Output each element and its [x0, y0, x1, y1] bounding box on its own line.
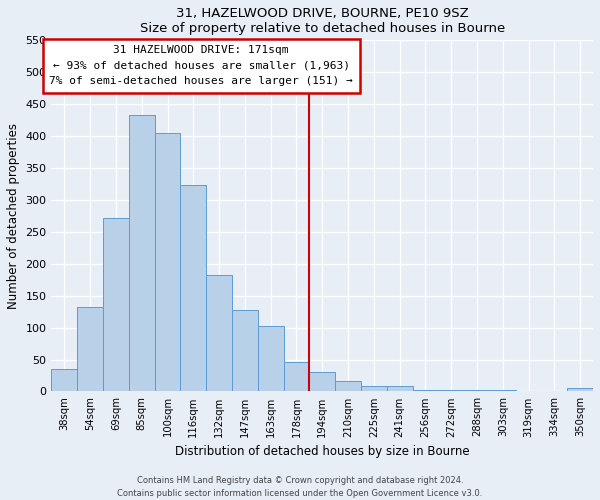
Bar	[310, 372, 335, 392]
Y-axis label: Number of detached properties: Number of detached properties	[7, 123, 20, 309]
Bar	[155, 133, 181, 392]
Bar	[490, 390, 515, 392]
Bar	[103, 218, 129, 392]
Text: Contains HM Land Registry data © Crown copyright and database right 2024.
Contai: Contains HM Land Registry data © Crown c…	[118, 476, 482, 498]
Bar	[129, 115, 155, 392]
Bar	[515, 391, 541, 392]
Bar	[206, 274, 232, 392]
X-axis label: Distribution of detached houses by size in Bourne: Distribution of detached houses by size …	[175, 445, 470, 458]
Text: 31 HAZELWOOD DRIVE: 171sqm
← 93% of detached houses are smaller (1,963)
7% of se: 31 HAZELWOOD DRIVE: 171sqm ← 93% of deta…	[49, 45, 353, 86]
Title: 31, HAZELWOOD DRIVE, BOURNE, PE10 9SZ
Size of property relative to detached hous: 31, HAZELWOOD DRIVE, BOURNE, PE10 9SZ Si…	[140, 7, 505, 35]
Bar	[464, 390, 490, 392]
Bar	[284, 362, 310, 392]
Bar	[77, 306, 103, 392]
Bar	[567, 388, 593, 392]
Bar	[232, 310, 258, 392]
Bar	[439, 390, 464, 392]
Bar	[335, 380, 361, 392]
Bar	[387, 386, 413, 392]
Bar	[258, 326, 284, 392]
Bar	[52, 369, 77, 392]
Bar	[181, 185, 206, 392]
Bar	[361, 386, 387, 392]
Bar	[413, 390, 439, 392]
Bar	[541, 391, 567, 392]
